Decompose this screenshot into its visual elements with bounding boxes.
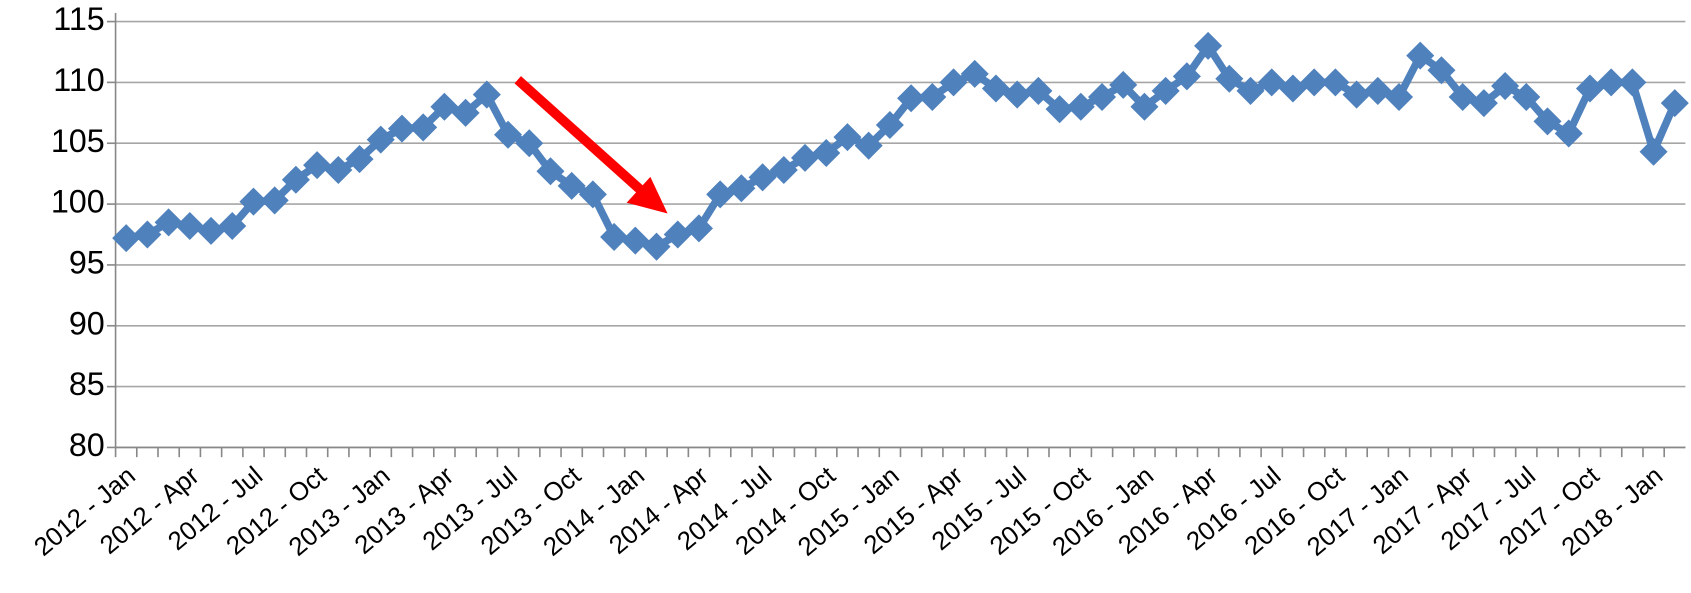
- y-tick-label: 95: [69, 244, 105, 280]
- data-point: [197, 216, 226, 245]
- data-point: [748, 163, 777, 192]
- data-point: [854, 131, 883, 160]
- data-point: [1109, 70, 1138, 99]
- data-point: [1321, 68, 1350, 97]
- data-point: [1406, 41, 1435, 70]
- data-point: [1363, 76, 1392, 105]
- data-point: [918, 82, 947, 112]
- data-point: [1660, 89, 1689, 118]
- data-point: [112, 224, 141, 253]
- data-point: [981, 74, 1010, 103]
- data-point: [175, 211, 204, 241]
- y-tick-label: 105: [51, 123, 105, 159]
- data-point: [600, 222, 629, 251]
- data-point: [1491, 72, 1520, 101]
- arrow-head: [626, 176, 668, 214]
- data-point: [324, 155, 353, 185]
- data-point: [1278, 74, 1307, 103]
- data-point: [1088, 82, 1117, 112]
- data-point: [409, 113, 438, 142]
- y-tick-label: 100: [51, 184, 105, 220]
- data-point: [1300, 68, 1329, 97]
- data-point: [1639, 137, 1668, 166]
- y-tick-label: 85: [69, 366, 105, 402]
- data-point: [1448, 82, 1477, 112]
- data-point: [1342, 80, 1371, 109]
- data-point: [1215, 64, 1244, 93]
- data-point: [1554, 119, 1583, 148]
- data-point: [303, 151, 332, 180]
- data-point: [366, 125, 395, 154]
- y-tick-label: 80: [69, 427, 105, 463]
- data-point: [1257, 68, 1286, 97]
- data-point: [1003, 80, 1032, 109]
- data-point: [1469, 89, 1498, 118]
- data-point: [1236, 76, 1265, 105]
- data-point: [1427, 56, 1456, 85]
- data-point: [472, 80, 501, 109]
- data-point: [1575, 74, 1604, 103]
- data-point: [621, 226, 650, 255]
- data-point: [939, 68, 968, 97]
- data-point: [897, 84, 926, 113]
- data-point: [1512, 82, 1541, 112]
- data-point: [1151, 76, 1180, 105]
- data-point: [557, 171, 586, 200]
- arrow-shaft: [514, 76, 647, 196]
- data-point: [960, 59, 989, 88]
- data-point: [1597, 68, 1626, 97]
- data-point: [833, 123, 862, 152]
- plot: [112, 31, 1689, 261]
- data-point: [218, 211, 247, 241]
- y-tick-label: 115: [53, 1, 105, 37]
- data-point: [684, 214, 713, 243]
- data-point: [875, 110, 904, 140]
- data-point: [1384, 82, 1414, 112]
- y-tick-label: 110: [53, 62, 105, 98]
- data-point: [1172, 62, 1201, 91]
- data-point: [515, 129, 544, 158]
- data-point: [1618, 68, 1647, 97]
- data-point: [769, 155, 798, 185]
- trend-arrow: [514, 76, 668, 214]
- data-point: [1194, 31, 1223, 60]
- data-point: [727, 174, 756, 203]
- data-point: [1024, 76, 1053, 105]
- y-tick-label: 90: [69, 305, 105, 341]
- data-point: [154, 208, 183, 237]
